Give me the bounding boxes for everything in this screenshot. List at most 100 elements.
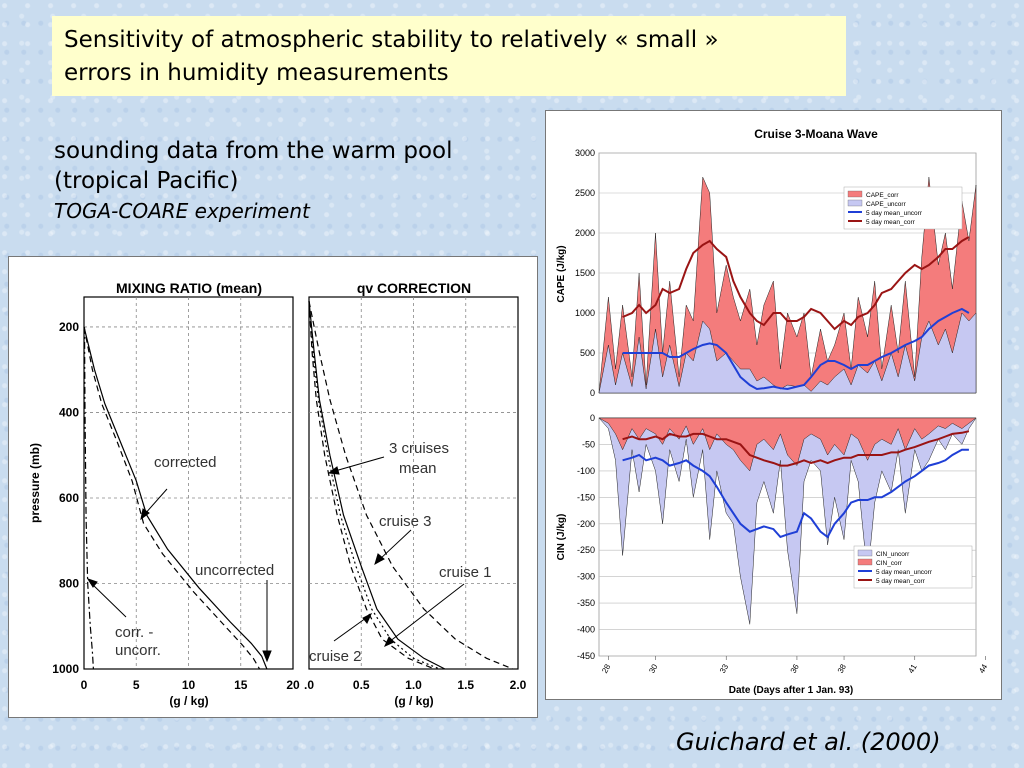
slide-title-box: Sensitivity of atmospheric stability to … — [52, 16, 846, 96]
slide-title-line1: Sensitivity of atmospheric stability to … — [64, 27, 719, 53]
legend-label: CIN_uncorr — [876, 551, 910, 558]
cruise-figure: Cruise 3-Moana Wave CAPE (J/kg) CIN (J/k… — [545, 110, 1002, 700]
legend-swatch — [847, 190, 863, 198]
legend: CAPE_corr CAPE_uncorr 5 day mean_uncorr 5 d… — [843, 186, 963, 230]
area-cin-uncorr — [598, 417, 977, 625]
legend-swatch — [847, 199, 863, 207]
y-tick-label: 2000 — [575, 228, 595, 238]
y-tick-label: 200 — [59, 320, 79, 334]
legend-label: CIN_corr — [876, 560, 903, 567]
x-tick-label: 2.0 — [510, 678, 527, 692]
y-tick-label: 0 — [590, 388, 595, 398]
subtitle-line2: (tropical Pacific) — [54, 168, 239, 194]
annot-uncorrected: uncorrected — [195, 562, 274, 579]
annot-cruise1: cruise 1 — [439, 564, 492, 581]
series-3-cruises-mean — [308, 301, 440, 670]
y-tick-label: 400 — [59, 405, 79, 419]
mixing-ratio-title: MIXING RATIO (mean) — [116, 280, 262, 296]
x-tick-label: .0 — [304, 678, 314, 692]
y-tick-label: -450 — [577, 651, 595, 661]
annot-uncorr: uncorr. — [115, 642, 161, 659]
x-tick-label: 0 — [81, 678, 88, 692]
cin-ylabel: CIN (J/kg) — [556, 514, 567, 561]
y-tick-label: 500 — [580, 348, 595, 358]
x-tick-label: 38 — [836, 662, 849, 675]
mixing-ratio-figure: 0 5 10 15 20 .0 0.5 1.0 1.5 2.0 200 400 600 800 1000 M… — [8, 256, 538, 718]
y-tick-label: 1000 — [52, 662, 79, 676]
series-cruise-3 — [308, 301, 446, 670]
legend-label: 5 day mean_corr — [866, 219, 916, 226]
x-tick-label: 20 — [286, 678, 300, 692]
area-cin-corr — [598, 417, 977, 472]
cruise-title: Cruise 3-Moana Wave — [754, 127, 878, 141]
annot-mean: mean — [399, 460, 437, 477]
x-tick-label: 1.0 — [405, 678, 422, 692]
y-tick-label: 0 — [590, 413, 595, 423]
legend-label: CAPE_corr — [866, 192, 899, 199]
y-tick-label: 800 — [59, 576, 79, 590]
legend-label: 5 day mean_corr — [876, 578, 926, 585]
qv-correction-title: qv CORRECTION — [357, 280, 471, 296]
x-tick-label: 1.5 — [457, 678, 474, 692]
annotation-arrows — [86, 456, 465, 663]
x-tick-label: 44 — [977, 662, 990, 675]
legend-label: CAPE_uncorr — [866, 201, 907, 208]
y-tick-label: -100 — [577, 466, 595, 476]
subtitle-line3: TOGA-COARE experiment — [54, 199, 310, 223]
annot-cruise3: cruise 3 — [379, 513, 432, 530]
subtitle-line1: sounding data from the warm pool — [54, 138, 453, 164]
series-uncorrected — [83, 326, 261, 670]
x-tick-label: 33 — [718, 662, 731, 675]
y-tick-label: 1500 — [575, 268, 595, 278]
left-grid — [84, 297, 518, 669]
y-tick-label: -200 — [577, 519, 595, 529]
y-tick-label: 600 — [59, 491, 79, 505]
legend-swatch — [857, 558, 873, 566]
qv-correction-xlabel: (g / kg) — [394, 694, 433, 708]
y-tick-label: -400 — [577, 625, 595, 635]
legend-label: 5 day mean_uncorr — [876, 569, 933, 576]
cin-xlabel: Date (Days after 1 Jan. 93) — [729, 685, 854, 696]
line-5-day-mean-corr — [622, 430, 970, 467]
mixing-ratio-ylabel: pressure (mb) — [28, 443, 42, 523]
y-tick-label: -250 — [577, 545, 595, 555]
series-cruise-2 — [308, 301, 435, 670]
cin-plot: 0 -50 -100 -150 -200 -250 -300 -350 -400 -450 CIN_… — [577, 413, 990, 675]
subtitle-block: sounding data from the warm pool (tropic… — [54, 136, 453, 226]
y-tick-label: 3000 — [575, 148, 595, 158]
series-corrected — [83, 326, 268, 670]
citation: Guichard et al. (2000) — [676, 728, 941, 756]
mixing-ratio-xlabel: (g / kg) — [169, 694, 208, 708]
x-tick-label: 41 — [906, 662, 919, 675]
cape-ylabel: CAPE (J/kg) — [556, 245, 567, 302]
annot-3-cruises: 3 cruises — [389, 440, 449, 457]
y-tick-label: -300 — [577, 572, 595, 582]
legend-swatch — [857, 549, 873, 557]
x-tick-label: 10 — [182, 678, 196, 692]
y-tick-label: 1000 — [575, 308, 595, 318]
slide-title-line2: errors in humidity measurements — [64, 60, 449, 86]
annot-corrected: corrected — [154, 454, 217, 471]
x-tick-label: 36 — [789, 662, 802, 675]
line-5-day-mean-uncorr — [622, 307, 970, 391]
line-5-day-mean-uncorr — [622, 448, 969, 539]
cruise-svg: Cruise 3-Moana Wave CAPE (J/kg) CIN (J/k… — [556, 127, 990, 696]
y-tick-label: -150 — [577, 492, 595, 502]
x-tick-label: 30 — [647, 662, 660, 675]
annot-corr-minus: corr. - — [115, 624, 153, 641]
cape-plot: 0 500 1000 1500 2000 2500 3000 CAPE_corr CAPE_un… — [575, 148, 977, 398]
series-corr-uncorr- — [83, 326, 94, 670]
legend: CIN_uncorr CIN_corr 5 day mean_uncorr 5 day… — [853, 545, 973, 589]
y-tick-label: -50 — [582, 439, 595, 449]
line-5-day-mean-corr — [622, 236, 970, 331]
x-tick-label: 0.5 — [353, 678, 370, 692]
x-tick-label: 15 — [234, 678, 248, 692]
left-series — [83, 301, 514, 670]
y-tick-label: 2500 — [575, 188, 595, 198]
y-tick-label: -350 — [577, 598, 595, 608]
x-tick-label: 28 — [600, 662, 613, 675]
left-ticks: 0 5 10 15 20 .0 0.5 1.0 1.5 2.0 200 400 600 800 1000 — [52, 320, 526, 692]
series-cruise-1 — [308, 301, 514, 670]
x-tick-label: 5 — [133, 678, 140, 692]
legend-label: 5 day mean_uncorr — [866, 210, 923, 217]
